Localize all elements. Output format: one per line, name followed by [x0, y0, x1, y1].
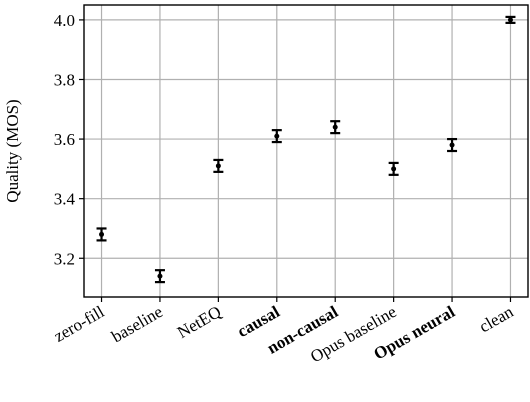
point — [99, 231, 105, 237]
point — [157, 273, 163, 279]
y-tick-label: 3.2 — [54, 249, 75, 268]
x-tick-label: zero-fill — [51, 302, 108, 346]
x-tick-label: NetEQ — [174, 302, 224, 342]
point — [274, 133, 280, 139]
x-tick-label: clean — [476, 302, 517, 337]
y-tick-label: 3.6 — [54, 130, 75, 149]
point — [507, 17, 513, 23]
point — [391, 166, 397, 172]
plot-frame — [83, 4, 529, 298]
point — [215, 163, 221, 169]
y-axis-label: Quality (MOS) — [3, 99, 22, 202]
y-tick-label: 3.4 — [54, 190, 76, 209]
point — [332, 124, 338, 130]
y-tick-label: 4.0 — [54, 11, 75, 30]
y-tick-label: 3.8 — [54, 70, 75, 89]
point — [449, 142, 455, 148]
x-tick-label: baseline — [108, 302, 166, 346]
